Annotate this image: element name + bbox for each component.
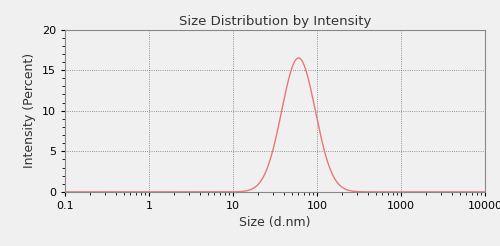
Title: Size Distribution by Intensity: Size Distribution by Intensity: [179, 15, 371, 28]
X-axis label: Size (d.nm): Size (d.nm): [240, 216, 311, 230]
Y-axis label: Intensity (Percent): Intensity (Percent): [24, 53, 36, 168]
